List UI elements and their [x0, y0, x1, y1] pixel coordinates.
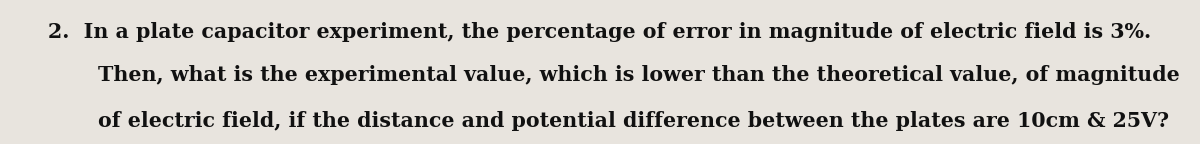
- Text: Then, what is the experimental value, which is lower than the theoretical value,: Then, what is the experimental value, wh…: [98, 65, 1180, 85]
- Text: of electric field, if the distance and potential difference between the plates a: of electric field, if the distance and p…: [98, 111, 1170, 131]
- Text: 2.  In a plate capacitor experiment, the percentage of error in magnitude of ele: 2. In a plate capacitor experiment, the …: [48, 22, 1151, 42]
